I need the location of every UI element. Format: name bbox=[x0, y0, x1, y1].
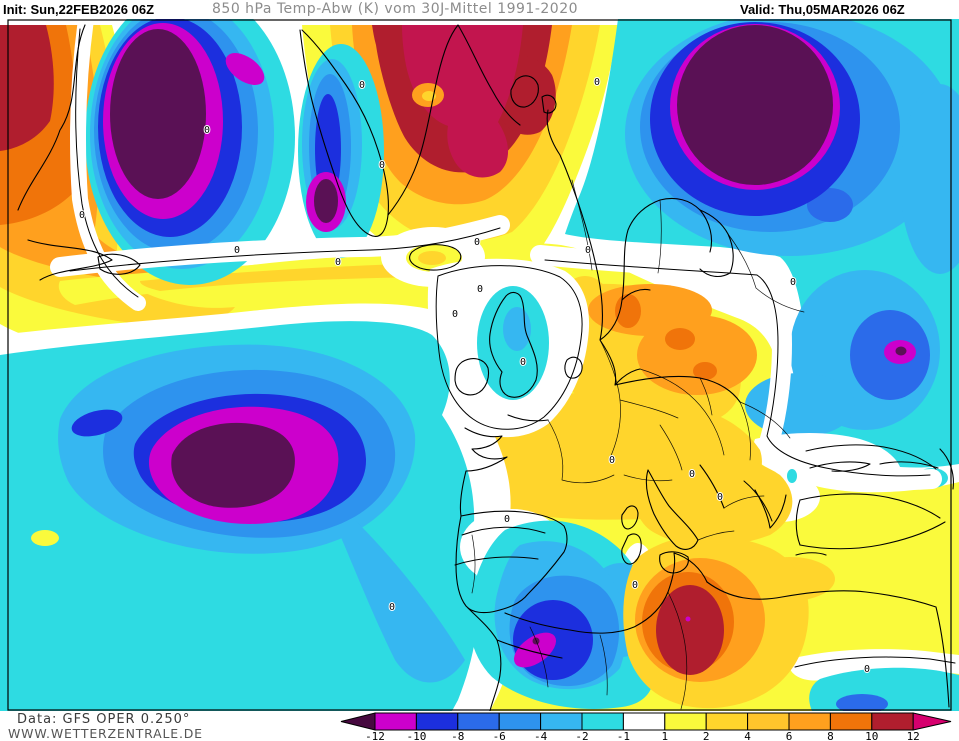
colorbar-tick-label: -2 bbox=[575, 730, 588, 741]
colorbar-segment bbox=[871, 712, 914, 731]
coastlines bbox=[17, 24, 954, 712]
contour-zero-label: 0 bbox=[79, 210, 85, 221]
country-borders bbox=[471, 179, 805, 710]
contour-zero-label: 0 bbox=[609, 455, 615, 466]
colorbar-tick-label: 4 bbox=[744, 730, 751, 741]
colorbar-tick-label: -1 bbox=[617, 730, 630, 741]
colorbar-segment bbox=[581, 712, 624, 731]
zero-contour-labels: 0 0 0 0 0 0 0 0 0 0 0 0 0 0 0 0 0 0 0 0 bbox=[78, 76, 871, 676]
northeast-cold-vortex bbox=[565, 12, 959, 488]
init-label: Init: bbox=[3, 2, 27, 17]
colorbar-arrow-right bbox=[912, 712, 952, 731]
southeast-cold-spot bbox=[787, 469, 959, 714]
contour-zero-label: 0 bbox=[717, 492, 723, 503]
colorbar-tick-label: -4 bbox=[534, 730, 548, 741]
colorbar-segment bbox=[415, 712, 459, 731]
colorbar-segment bbox=[498, 712, 542, 731]
atlantic-cold-pool bbox=[0, 303, 519, 711]
colorbar-tick-label: 10 bbox=[865, 730, 878, 741]
contour-zero-label: 0 bbox=[689, 469, 695, 480]
contour-zero-label: 0 bbox=[204, 125, 210, 136]
bottom-bar: -12 -10 -8 -6 -4 -2 -1 1 2 4 6 8 10 12 Data: GFS OPER… bbox=[0, 711, 959, 741]
colorbar-tick-label: -10 bbox=[406, 730, 426, 741]
contour-zero-label: 0 bbox=[585, 245, 591, 256]
valid-label: Valid: bbox=[740, 2, 775, 17]
contour-zero-label: 0 bbox=[632, 580, 638, 591]
contour-zero-label: 0 bbox=[335, 257, 341, 268]
colorbar-segment bbox=[540, 712, 583, 731]
website-text: WWW.WETTERZENTRALE.DE bbox=[8, 726, 203, 741]
colorbar-tick-label: 6 bbox=[786, 730, 793, 741]
colorbar: -12 -10 -8 -6 -4 -2 -1 1 2 4 6 8 10 12 bbox=[340, 712, 952, 741]
valid-value: Thu,05MAR2026 06Z bbox=[778, 2, 905, 17]
colorbar-segment bbox=[664, 712, 707, 731]
contour-zero-label: 0 bbox=[504, 514, 510, 525]
init-text: Init: Sun,22FEB2026 06Z bbox=[3, 2, 154, 17]
iberia-morocco-cold bbox=[460, 509, 659, 709]
contour-zero-label: 0 bbox=[234, 245, 240, 256]
colorbar-tick-label: 8 bbox=[827, 730, 834, 741]
anomaly-map: 0 0 0 0 0 0 0 0 0 0 0 0 0 0 0 0 0 0 0 0 bbox=[0, 0, 959, 714]
colorbar-tick-label: 12 bbox=[907, 730, 920, 741]
colorbar-tick-label: -12 bbox=[365, 730, 385, 741]
greenland-warm-blob bbox=[302, 25, 618, 268]
colorbar-segment bbox=[747, 712, 790, 731]
contour-zero-label: 0 bbox=[389, 602, 395, 613]
contour-zero-label: 0 bbox=[359, 80, 365, 91]
contour-zero-label: 0 bbox=[594, 77, 600, 88]
map-area: 0 0 0 0 0 0 0 0 0 0 0 0 0 0 0 0 0 0 0 0 bbox=[0, 0, 959, 714]
colorbar-tick-label: 2 bbox=[703, 730, 710, 741]
colorbar-segment bbox=[829, 712, 873, 731]
contour-zero-label: 0 bbox=[474, 237, 480, 248]
algeria-warm-blob bbox=[623, 535, 809, 709]
zero-contour-lines bbox=[69, 28, 956, 668]
contour-zero-label: 0 bbox=[864, 664, 870, 675]
init-value: Sun,22FEB2026 06Z bbox=[30, 2, 155, 17]
colorbar-tick-label: -6 bbox=[493, 730, 506, 741]
colorbar-segment bbox=[374, 712, 417, 731]
colorbar-tick-label: -8 bbox=[451, 730, 464, 741]
contour-zero-label: 0 bbox=[477, 284, 483, 295]
map-frame bbox=[7, 19, 952, 711]
iceland-gold-patch bbox=[418, 251, 446, 265]
colorbar-segment bbox=[705, 712, 749, 731]
valid-text: Valid: Thu,05MAR2026 06Z bbox=[740, 2, 905, 17]
colorbar-tick-label: 1 bbox=[661, 730, 668, 741]
data-source-text: Data: GFS OPER 0.250° bbox=[17, 712, 191, 727]
colorbar-segment bbox=[788, 712, 831, 731]
contour-zero-label: 0 bbox=[790, 277, 796, 288]
colorbar-segment bbox=[457, 712, 500, 731]
contour-zero-label: 0 bbox=[452, 309, 458, 320]
map-header: Init: Sun,22FEB2026 06Z 850 hPa Temp-Abw… bbox=[0, 0, 959, 19]
colorbar-arrow-left bbox=[340, 712, 376, 731]
colorbar-segment bbox=[622, 712, 666, 731]
contour-zero-label: 0 bbox=[379, 160, 385, 171]
map-title: 850 hPa Temp-Abw (K) vom 30J-Mittel 1991… bbox=[212, 1, 579, 17]
contour-zero-label: 0 bbox=[520, 357, 526, 368]
northwest-cold-vortex bbox=[85, 0, 384, 285]
